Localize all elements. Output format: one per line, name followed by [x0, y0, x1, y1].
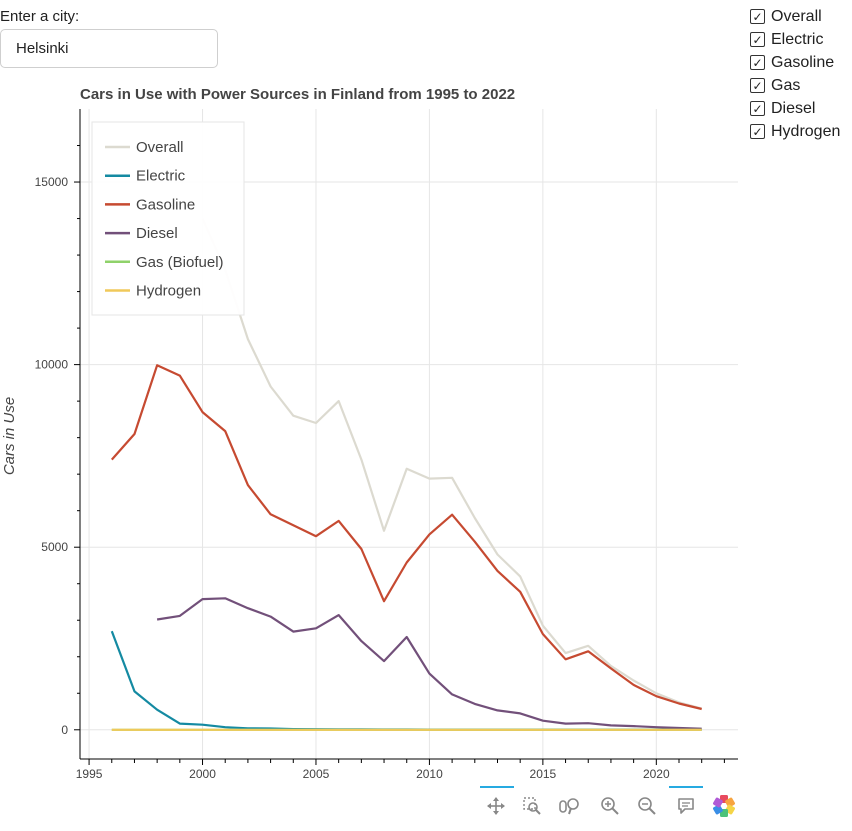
axes: 1995 2000 2005 2010 2015 2020 0 5000 10000 15000: [35, 109, 738, 781]
series-line-gasoline: [110, 364, 702, 711]
hover-icon: [678, 798, 694, 814]
series-checkbox-group: ✓ Overall ✓ Electric ✓ Gasoline ✓ Gas ✓ Diesel ✓ Hy…: [750, 5, 840, 143]
legend-label: Gas (Biofuel): [136, 254, 224, 271]
city-input-label: Enter a city:: [0, 8, 80, 25]
series-lines: [110, 218, 702, 731]
bokeh-logo-link[interactable]: [712, 794, 736, 818]
x-tick-label: 2005: [303, 767, 330, 781]
checkbox-gas[interactable]: ✓: [750, 78, 765, 93]
checkbox-row-diesel[interactable]: ✓ Diesel: [750, 97, 840, 120]
y-tick-label: 15000: [35, 175, 69, 189]
chart-toolbar: [480, 786, 740, 826]
x-tick-label: 2015: [530, 767, 557, 781]
checkbox-label: Overall: [771, 7, 822, 25]
pan-tool-active-indicator: [480, 786, 514, 788]
checkbox-label: Hydrogen: [771, 122, 841, 140]
box-zoom-icon: [523, 797, 541, 815]
wheel-zoom-tool-button[interactable]: [558, 794, 582, 818]
hover-tool-button[interactable]: [674, 794, 698, 818]
city-input[interactable]: [0, 29, 218, 68]
chart-title: Cars in Use with Power Sources in Finlan…: [80, 86, 515, 103]
checkbox-gasoline[interactable]: ✓: [750, 55, 765, 70]
pan-tool-button[interactable]: [484, 794, 508, 818]
legend-label: Hydrogen: [136, 283, 201, 300]
series-line-electric: [110, 630, 702, 731]
checkbox-diesel[interactable]: ✓: [750, 101, 765, 116]
y-tick-label: 10000: [35, 358, 69, 372]
checkbox-row-hydrogen[interactable]: ✓ Hydrogen: [750, 120, 840, 143]
chart: Cars in Use with Power Sources in Finlan…: [1, 86, 738, 781]
checkbox-row-gas[interactable]: ✓ Gas: [750, 74, 840, 97]
checkbox-hydrogen[interactable]: ✓: [750, 124, 765, 139]
box-zoom-tool-button[interactable]: [520, 794, 544, 818]
checkbox-row-overall[interactable]: ✓ Overall: [750, 5, 840, 28]
legend-box: [91, 121, 245, 316]
x-tick-label: 2000: [189, 767, 216, 781]
checkbox-electric[interactable]: ✓: [750, 32, 765, 47]
hover-tool-active-indicator: [669, 786, 703, 788]
x-tick-label: 2020: [643, 767, 670, 781]
bokeh-logo-icon: [713, 795, 735, 817]
checkbox-label: Gas: [771, 76, 801, 94]
pan-icon: [487, 797, 505, 815]
checkbox-overall[interactable]: ✓: [750, 9, 765, 24]
zoom-in-tool-button[interactable]: [598, 794, 622, 818]
x-tick-label: 1995: [76, 767, 103, 781]
checkbox-row-electric[interactable]: ✓ Electric: [750, 28, 840, 51]
y-axis-label: Cars in Use: [1, 397, 18, 475]
zoom-out-icon: [638, 797, 656, 815]
legend-label: Diesel: [136, 225, 178, 242]
legend-label: Electric: [136, 168, 186, 185]
series-line-diesel: [156, 597, 702, 730]
y-tick-label: 5000: [41, 540, 68, 554]
checkbox-label: Gasoline: [771, 53, 835, 71]
series-line-overall: [201, 218, 702, 710]
checkbox-label: Electric: [771, 30, 824, 48]
legend-label: Gasoline: [136, 196, 195, 213]
y-tick-label: 0: [61, 723, 68, 737]
legend: Overall Electric Gasoline Diesel Gas (Biofue…: [91, 121, 245, 316]
x-tick-label: 2010: [416, 767, 443, 781]
checkbox-label: Diesel: [771, 99, 816, 117]
wheel-zoom-icon: [559, 798, 579, 815]
checkbox-row-gasoline[interactable]: ✓ Gasoline: [750, 51, 840, 74]
zoom-in-icon: [601, 797, 619, 815]
zoom-out-tool-button[interactable]: [635, 794, 659, 818]
legend-label: Overall: [136, 139, 184, 156]
